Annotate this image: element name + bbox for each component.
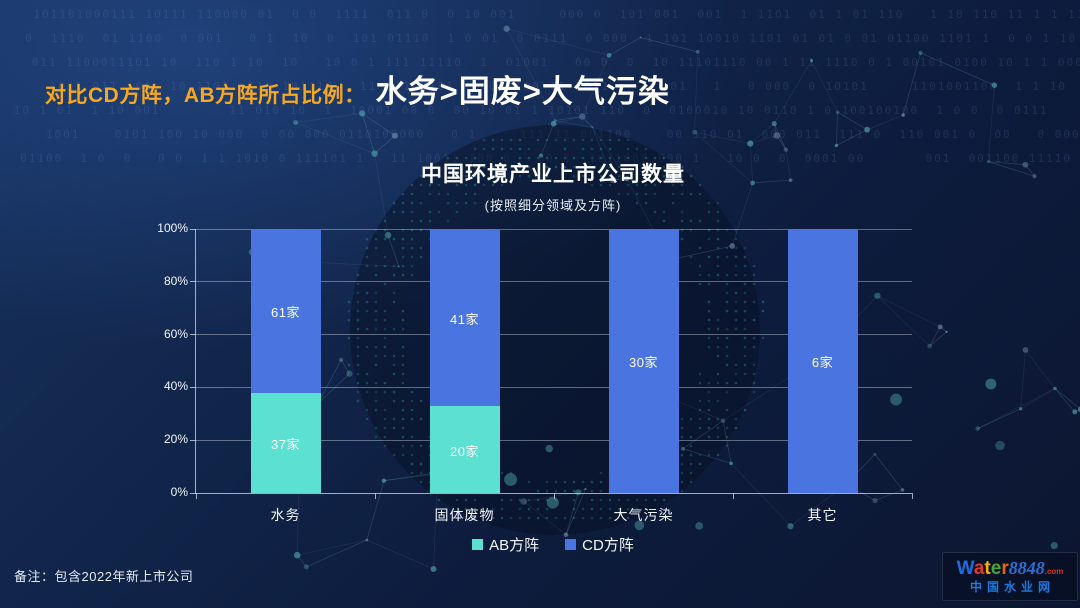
bar-segment-AB方阵	[429, 406, 500, 493]
y-axis-tick	[190, 281, 196, 283]
bar-segment-CD方阵	[787, 229, 858, 493]
svg-text:0 1110 01 1100 0 001 0 1: 0 1110 01 1100 0 001 0 1 10 0 101 01110 …	[25, 32, 1080, 45]
bar-其它: 6家	[787, 229, 858, 493]
svg-text:101101000111 10111 110000 01: 101101000111 10111 110000 01 0 0 1111 01…	[33, 8, 1080, 21]
legend-item-AB方阵: AB方阵	[472, 534, 539, 555]
bar-segment-CD方阵	[608, 229, 679, 493]
x-axis-tick	[732, 493, 734, 499]
y-axis-label: 60%	[163, 326, 188, 341]
x-axis-label: 水务	[270, 507, 301, 523]
logo-letter: t	[984, 558, 991, 580]
header-prefix: 对比CD方阵，AB方阵所占比例：	[45, 84, 366, 107]
footnote: 备注：包含2022年新上市公司	[14, 569, 194, 584]
x-axis-tick	[553, 493, 555, 499]
chart-subtitle: (按照细分领域及方阵)	[484, 198, 622, 213]
y-axis-label: 0%	[170, 485, 188, 499]
slide-header: 对比CD方阵，AB方阵所占比例： 水务>固废>大气污染	[45, 66, 670, 111]
gridline	[196, 439, 912, 441]
logo-letter: W	[956, 558, 974, 580]
x-axis-label: 其它	[807, 507, 838, 523]
bar-固体废物: 20家 41家	[429, 229, 500, 493]
bar-segment-CD方阵	[250, 229, 321, 394]
y-axis-label: 100%	[157, 221, 188, 235]
y-axis-tick	[190, 386, 196, 388]
chart-title: 中国环境产业上市公司数量	[421, 163, 685, 186]
bar-大气污染: 30家	[608, 229, 679, 493]
logo-brand-text: Water	[956, 558, 1009, 580]
logo-letter: e	[990, 558, 1002, 580]
y-axis-label: 80%	[163, 273, 188, 288]
page-title: 水务>固废>大气污染	[375, 74, 670, 109]
svg-text:011 1100011101 10 110 1 10 1: 011 1100011101 10 110 1 10 10 10 0 1 111…	[32, 56, 1080, 69]
y-axis-tick	[190, 492, 196, 494]
legend-item-CD方阵: CD方阵	[565, 534, 634, 555]
water8848-logo: Water8848.com 中国水业网	[942, 552, 1078, 601]
bar-value-label: 30家	[629, 355, 658, 370]
chart-legend: AB方阵 CD方阵	[195, 534, 911, 555]
gridline	[196, 228, 912, 230]
bar-segment-AB方阵	[250, 393, 321, 493]
x-axis-label: 大气污染	[613, 507, 674, 523]
x-axis-tick	[911, 493, 913, 499]
legend-color-swatch	[565, 539, 577, 550]
svg-text:1011 011 00 10 1101 110 101: 1011 011 00 10 1101 110 101110 11 1 1 01…	[32, 80, 1080, 93]
y-axis-label: 40%	[163, 379, 188, 394]
plot-area: 0% 20% 40% 60% 80% 100% 37家 61家水务 20家 41家固体废物 30家大…	[157, 221, 913, 523]
y-axis-tick	[190, 334, 196, 336]
svg-text:01100 1 0 0 0 0 1 1 1010: 01100 1 0 0 0 0 1 1 1010 0 111101 1 11 1…	[20, 152, 1080, 165]
logo-number: 8848	[1008, 558, 1045, 579]
svg-text:10 1 01 1 10 001 11 01: 10 1 01 1 10 001 11 010 10 1 10001 00 0 …	[14, 104, 1080, 117]
logo-subtitle: 中国水业网	[969, 580, 1055, 595]
gridline	[196, 334, 912, 336]
logo-letter: r	[1001, 558, 1009, 580]
logo-tld: .com	[1044, 567, 1064, 577]
svg-text:1001 0101 100 10 000 0 00: 1001 0101 100 10 000 0 00 000 0110100000…	[20, 128, 1080, 141]
logo-letter: a	[973, 558, 985, 580]
y-axis-tick	[190, 439, 196, 441]
x-axis-label: 固体废物	[434, 507, 495, 523]
x-axis-tick	[374, 493, 376, 499]
legend-color-swatch	[472, 539, 484, 550]
bar-value-label: 6家	[811, 355, 834, 370]
y-axis-label: 20%	[163, 432, 188, 447]
bar-segment-CD方阵	[429, 229, 500, 407]
bar-value-label: 37家	[271, 437, 300, 453]
logo-wordmark: Water8848.com	[957, 559, 1064, 579]
bar-水务: 37家 61家	[250, 229, 321, 493]
legend-label: AB方阵	[489, 537, 540, 554]
gridline	[196, 386, 912, 388]
bar-value-label: 20家	[450, 443, 479, 459]
legend-label: CD方阵	[582, 537, 634, 554]
bar-value-label: 41家	[450, 311, 479, 327]
y-axis-tick	[190, 228, 196, 230]
bar-value-label: 61家	[271, 305, 300, 321]
gridline	[196, 281, 912, 283]
x-axis-tick	[195, 493, 197, 499]
